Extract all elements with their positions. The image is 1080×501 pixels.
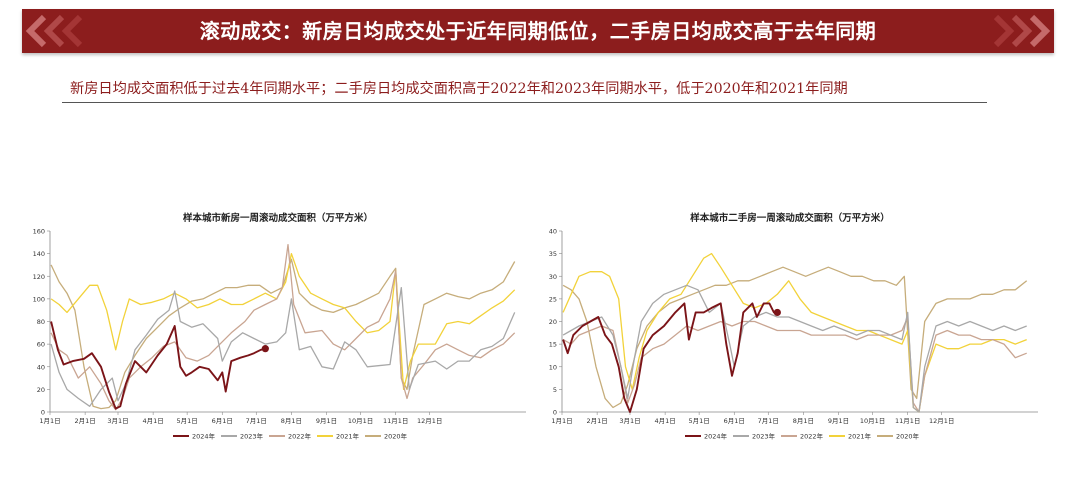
x-tick-label: 2月1日 [74, 417, 95, 425]
x-tick-label: 3月1日 [107, 417, 128, 425]
x-tick-label: 11月1日 [895, 417, 920, 425]
x-tick-label: 1月1日 [551, 417, 572, 425]
legend-label: 2023年 [240, 432, 264, 441]
series-line-2022年 [50, 243, 516, 411]
y-tick-label: 10 [549, 363, 557, 371]
legend-label: 2021年 [848, 432, 872, 441]
y-tick-label: 20 [37, 386, 45, 394]
x-tick-label: 12月1日 [417, 417, 442, 425]
second-hand-chart: 样本城市二手房一周滚动成交面积（万平方米） 0 5 10 15 20 25 30 35 40 1月1… [540, 205, 1040, 450]
x-tick-label: 7月1日 [246, 417, 267, 425]
x-tick-label: 8月1日 [793, 417, 814, 425]
header-banner: 滚动成交：新房日均成交处于近年同期低位，二手房日均成交高于去年同期 [22, 9, 1054, 53]
legend-label: 2022年 [288, 432, 312, 441]
x-tick-label: 12月1日 [929, 417, 954, 425]
y-tick-label: 100 [33, 295, 45, 303]
series-line-2024年 [562, 302, 778, 413]
x-tick-label: 9月1日 [316, 417, 337, 425]
y-tick-label: 25 [549, 295, 557, 303]
series-line-2024年 [50, 321, 266, 410]
x-tick-label: 11月1日 [383, 417, 408, 425]
y-tick-label: 60 [37, 341, 45, 349]
y-tick-label: 140 [33, 250, 45, 258]
x-tick-label: 9月1日 [828, 417, 849, 425]
legend-label: 2023年 [752, 432, 776, 441]
x-tick-label: 1月1日 [39, 417, 60, 425]
second-hand-chart-svg: 样本城市二手房一周滚动成交面积（万平方米） 0 5 10 15 20 25 30 35 40 1月1… [549, 212, 1038, 441]
x-tick-label: 10月1日 [348, 417, 373, 425]
x-tick-label: 2月1日 [586, 417, 607, 425]
x-tick-label: 3月1日 [619, 417, 640, 425]
series-line-2023年 [562, 284, 1027, 413]
x-tick-label: 4月1日 [654, 417, 675, 425]
y-tick-label: 120 [33, 273, 45, 281]
subtitle: 新房日均成交面积低于过去4年同期水平；二手房日均成交面积高于2022年和2023… [70, 81, 848, 97]
y-tick-label: 5 [553, 386, 557, 394]
y-tick-label: 0 [553, 409, 557, 417]
y-tick-label: 160 [33, 228, 45, 236]
legend-label: 2024年 [192, 432, 216, 441]
series-line-2023年 [50, 286, 516, 407]
legend-label: 2024年 [704, 432, 728, 441]
series-end-marker [261, 345, 269, 353]
x-tick-label: 5月1日 [688, 417, 709, 425]
chevron-right-decoration [993, 14, 1051, 48]
x-tick-label: 6月1日 [212, 417, 233, 425]
x-tick-label: 4月1日 [142, 417, 163, 425]
y-tick-label: 15 [549, 341, 557, 349]
legend-label: 2021年 [336, 432, 360, 441]
y-tick-label: 30 [549, 273, 557, 281]
y-tick-label: 80 [37, 318, 45, 326]
series-end-marker [773, 308, 781, 317]
y-tick-label: 35 [549, 250, 557, 258]
subtitle-underline [62, 102, 987, 103]
y-tick-label: 40 [549, 228, 557, 236]
x-tick-label: 10月1日 [860, 417, 885, 425]
x-tick-label: 6月1日 [724, 417, 745, 425]
page-title: 滚动成交：新房日均成交处于近年同期低位，二手房日均成交高于去年同期 [199, 19, 877, 43]
series-line-2021年 [50, 252, 516, 391]
y-tick-label: 40 [37, 363, 45, 371]
chart-title: 样本城市新房一周滚动成交面积（万平方米） [183, 212, 373, 224]
y-tick-label: 0 [41, 409, 45, 417]
y-tick-label: 20 [549, 318, 557, 326]
chevron-left-decoration [25, 14, 83, 48]
x-tick-label: 5月1日 [176, 417, 197, 425]
legend-label: 2020年 [384, 432, 408, 441]
new-home-chart-svg: 样本城市新房一周滚动成交面积（万平方米） 0 20 40 60 80 100 120 140 16… [33, 212, 526, 441]
new-home-chart: 样本城市新房一周滚动成交面积（万平方米） 0 20 40 60 80 100 120 140 16… [28, 205, 528, 450]
series-line-2022年 [562, 316, 1027, 413]
legend-label: 2020年 [896, 432, 920, 441]
x-tick-label: 8月1日 [281, 417, 302, 425]
chart-title: 样本城市二手房一周滚动成交面积（万平方米） [690, 212, 890, 224]
legend-label: 2022年 [800, 432, 824, 441]
x-tick-label: 7月1日 [758, 417, 779, 425]
